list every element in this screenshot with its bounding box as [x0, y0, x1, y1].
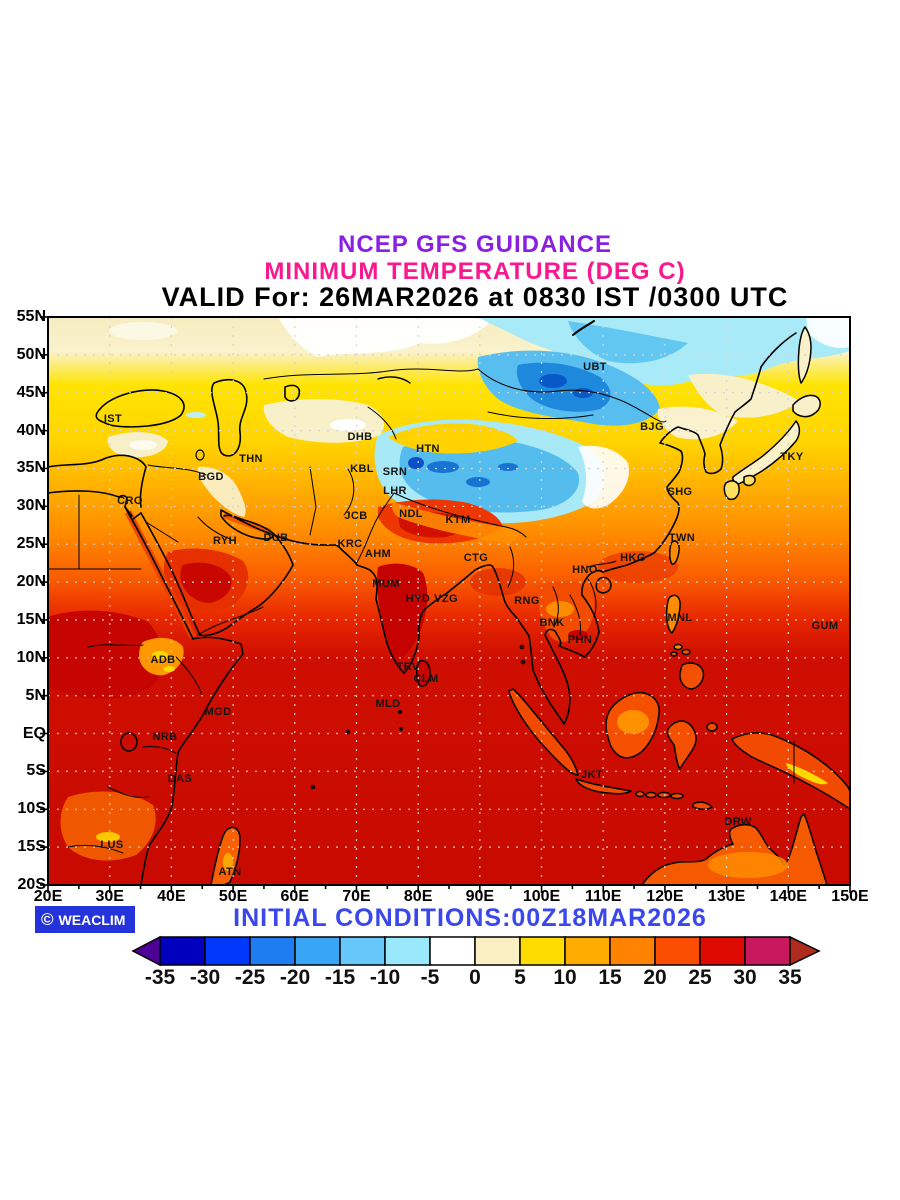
colorbar-tick-label: 5: [514, 966, 526, 989]
lat-tick-label: 25N: [16, 535, 46, 553]
lon-tick-label: 50E: [218, 888, 248, 905]
colorbar-tick-label: -25: [234, 966, 266, 989]
temperature-field: [48, 317, 850, 885]
lon-tick-label: 20E: [33, 888, 63, 905]
colorbar-tick-label: -5: [420, 966, 440, 989]
lon-tick-label: 70E: [342, 888, 371, 905]
lon-tick-label: 40E: [157, 888, 186, 905]
lat-tick-label: 10S: [17, 800, 46, 818]
colorbar-segment: [564, 936, 611, 966]
lat-tick-label: 50N: [16, 345, 46, 363]
colorbar-tick-label: 35: [778, 966, 802, 989]
temperature-colorbar: [131, 935, 821, 967]
lat-tick-label: 20N: [16, 573, 46, 591]
colorbar-segment: [429, 936, 476, 966]
map-frame: [40, 316, 851, 893]
colorbar-segment: [294, 936, 341, 966]
lat-tick-label: 55N: [16, 308, 46, 325]
lat-tick-label: 45N: [16, 383, 46, 401]
colorbar-segment: [474, 936, 521, 966]
page-subtitle: MINIMUM TEMPERATURE (DEG C): [264, 258, 686, 285]
copyright-icon: ©: [41, 910, 54, 929]
country-borders: [48, 368, 795, 854]
colorbar-tick-label: 0: [469, 966, 481, 989]
colorbar-tick-label: -30: [189, 966, 221, 989]
lon-tick-label: 120E: [646, 888, 684, 905]
colorbar-tick-label: -35: [144, 966, 176, 989]
valid-time-line: VALID For: 26MAR2026 at 0830 IST /0300 U…: [161, 282, 789, 312]
lon-tick-label: 30E: [95, 888, 124, 905]
lat-tick-label: 35N: [16, 459, 46, 477]
lon-tick-label: 60E: [280, 888, 309, 905]
logo-text: WEACLIM: [58, 911, 126, 928]
lat-tick-label: 5S: [26, 762, 46, 780]
lat-tick-label: 15S: [17, 838, 46, 856]
colorbar-tick-label: 20: [643, 966, 667, 989]
lat-tick-label: 30N: [16, 497, 46, 515]
lat-tick-label: 40N: [16, 421, 46, 439]
lat-tick-label: EQ: [22, 724, 46, 742]
lon-tick-label: 90E: [465, 888, 495, 905]
colorbar-tick-label: 15: [598, 966, 622, 989]
lat-tick-label: 15N: [16, 610, 46, 628]
colorbar-tick-label: -10: [369, 966, 401, 989]
colorbar-segment: [339, 936, 386, 966]
lat-tick-label: 10N: [16, 648, 46, 666]
colorbar-segment: [699, 936, 746, 966]
lon-tick-label: 130E: [707, 888, 746, 905]
lon-tick-label: 150E: [831, 888, 869, 905]
lat-tick-label: 20S: [17, 876, 46, 893]
weaclim-logo: © WEACLIM: [35, 906, 135, 933]
colorbar-tick-label: 30: [733, 966, 757, 989]
page-title: NCEP GFS GUIDANCE: [338, 231, 612, 258]
initial-conditions-line: INITIAL CONDITIONS:00Z18MAR2026: [233, 904, 707, 932]
colorbar-segment: [204, 936, 251, 966]
lon-tick-label: 140E: [769, 888, 807, 905]
colorbar-tick-label: -20: [279, 966, 311, 989]
colorbar-tick-label: 25: [688, 966, 712, 989]
lon-tick-label: 110E: [584, 888, 622, 905]
lon-tick-label: 80E: [403, 888, 433, 905]
colorbar-tick-label: 10: [553, 966, 577, 989]
colorbar-segment: [249, 936, 296, 966]
lon-tick-label: 100E: [522, 888, 561, 905]
colorbar-segment: [744, 936, 791, 966]
temperature-map: [40, 316, 851, 893]
colorbar-segment: [519, 936, 566, 966]
lat-tick-label: 5N: [25, 686, 46, 704]
colorbar-tick-label: -15: [324, 966, 356, 989]
colorbar-segment: [609, 936, 656, 966]
colorbar-segment: [159, 936, 206, 966]
colorbar-segment: [654, 936, 701, 966]
colorbar-segment: [384, 936, 431, 966]
